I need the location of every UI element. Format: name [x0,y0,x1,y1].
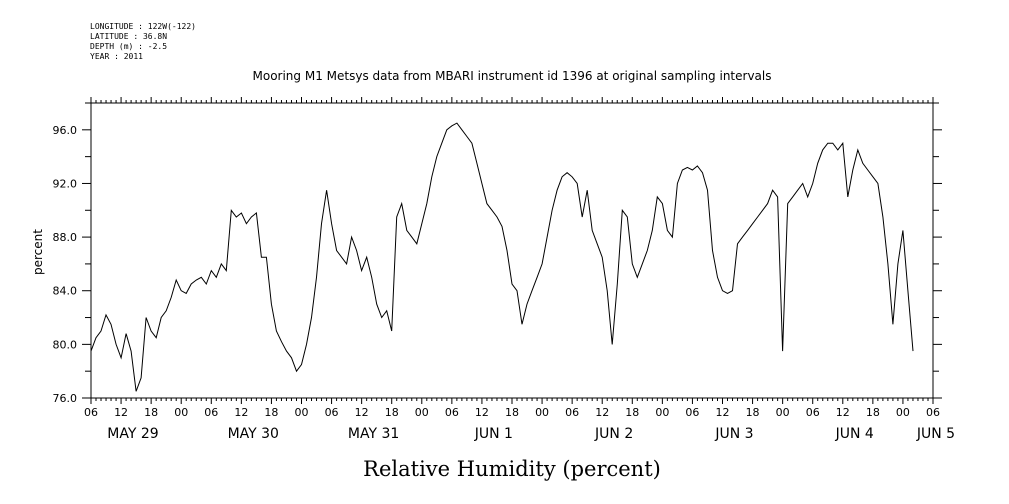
x-tick-label: 12 [355,406,369,419]
metadata-block: LONGITUDE : 122W(-122) LATITUDE : 36.8N … [90,22,196,62]
year-label: YEAR : 2011 [90,52,143,61]
x-day-label: JUN 3 [714,426,753,442]
x-tick-label: 00 [896,406,910,419]
x-tick-label: 00 [776,406,790,419]
humidity-series-line [90,122,914,392]
tick-marks [82,97,942,404]
x-tick-label: 18 [264,406,278,419]
x-tick-label: 00 [174,406,188,419]
x-tick-label: 12 [595,406,609,419]
x-tick-label: 00 [415,406,429,419]
y-tick-label: 96.0 [53,124,78,137]
y-tick-label: 80.0 [53,338,78,351]
x-tick-label: 12 [234,406,248,419]
x-tick-label: 06 [926,406,940,419]
x-tick-label: 18 [385,406,399,419]
x-tick-label: 06 [806,406,820,419]
chart-title: Mooring M1 Metsys data from MBARI instru… [253,69,772,83]
x-tick-label: 12 [836,406,850,419]
y-axis-label: percent [31,229,45,275]
x-tick-label: 06 [565,406,579,419]
x-tick-label: 06 [445,406,459,419]
plot-frame [90,102,934,399]
y-tick-label: 92.0 [53,177,78,190]
y-tick-label: 76.0 [53,392,78,405]
x-tick-label: 00 [295,406,309,419]
x-tick-label: 18 [866,406,880,419]
x-day-label: JUN 2 [594,426,633,442]
x-day-label: JUN 5 [916,426,955,442]
x-tick-label: 18 [746,406,760,419]
y-tick-label: 84.0 [53,285,78,298]
x-tick-labels: 06 12 18 00 06 12 18 00 06 12 18 00 06 12 18 00 06 12 18 00… [84,406,940,419]
x-tick-label: 18 [144,406,158,419]
x-tick-label: 18 [505,406,519,419]
y-tick-label: 88.0 [53,231,78,244]
x-day-label: MAY 30 [228,426,279,442]
x-tick-label: 06 [84,406,98,419]
x-tick-label: 00 [655,406,669,419]
x-day-label: JUN 1 [474,426,513,442]
x-tick-label: 12 [716,406,730,419]
y-tick-labels: 76.0 80.0 84.0 88.0 92.0 96.0 [53,124,78,405]
x-tick-label: 18 [625,406,639,419]
x-day-label: MAY 29 [107,426,158,442]
longitude-label: LONGITUDE : 122W(-122) [90,22,196,31]
x-tick-label: 06 [685,406,699,419]
latitude-label: LATITUDE : 36.8N [90,32,168,41]
x-tick-label: 06 [325,406,339,419]
x-day-label: JUN 4 [835,426,874,442]
depth-label: DEPTH (m) : -2.5 [90,42,168,51]
x-day-labels: MAY 29 MAY 30 MAY 31 JUN 1 JUN 2 JUN 3 JUN 4 JU… [107,426,955,442]
x-axis-title: Relative Humidity (percent) [363,457,661,481]
x-tick-label: 00 [535,406,549,419]
x-tick-label: 12 [114,406,128,419]
x-tick-label: 06 [204,406,218,419]
x-day-label: MAY 31 [348,426,399,442]
x-tick-label: 12 [475,406,489,419]
